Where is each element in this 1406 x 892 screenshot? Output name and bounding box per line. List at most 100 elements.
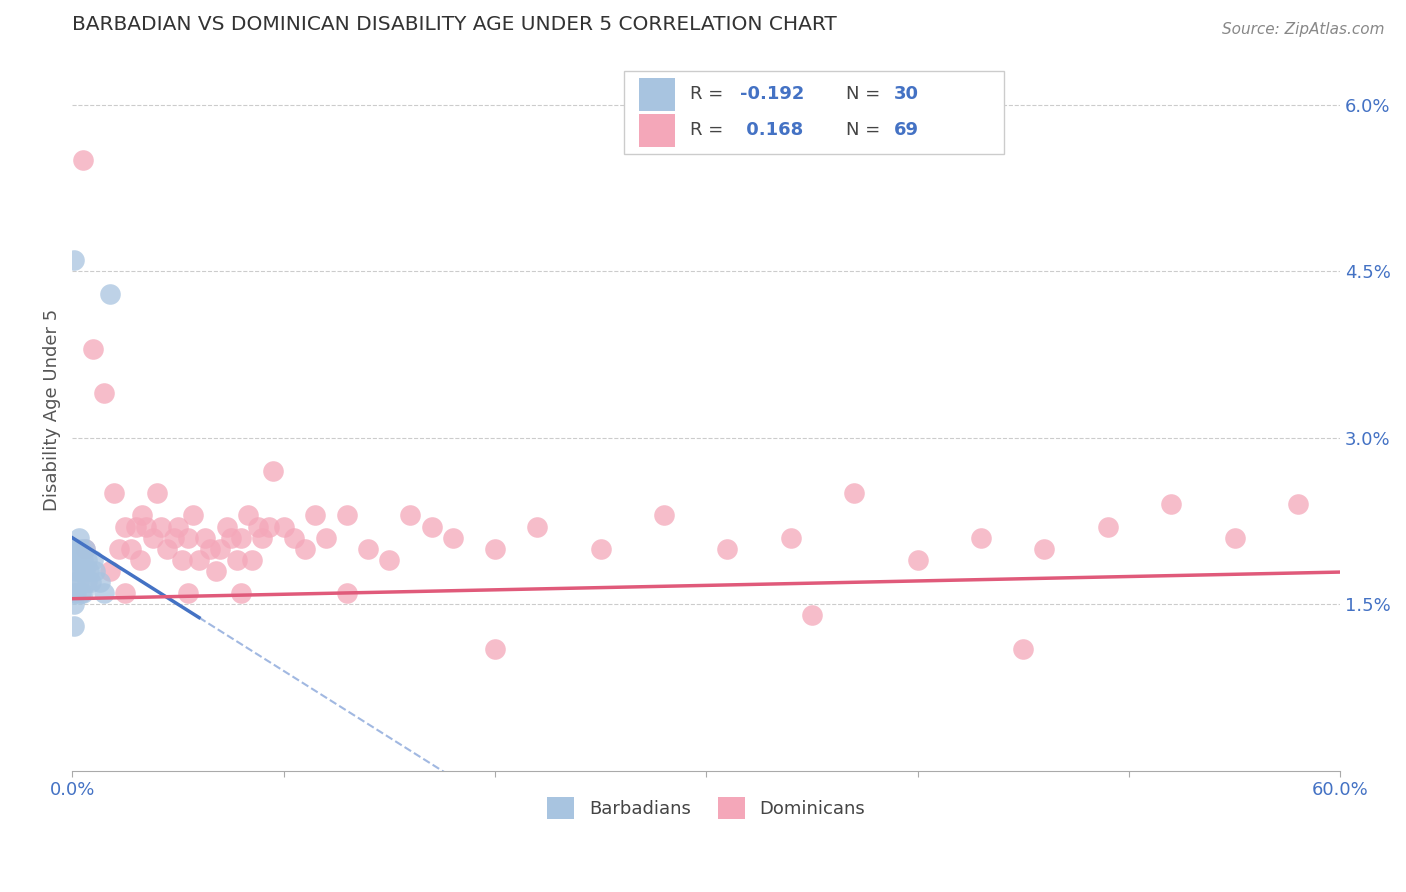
Point (65, 541, 87, 556)
Point (219, 531, 242, 545)
Point (124, 519, 146, 533)
Point (76, 553, 98, 567)
Point (84, 564, 107, 578)
Point (82, 342, 104, 356)
Point (198, 541, 221, 556)
Point (156, 541, 179, 556)
Point (188, 553, 211, 567)
Point (304, 508, 326, 523)
Point (257, 519, 280, 533)
Point (63, 586, 86, 600)
Text: N =: N = (846, 85, 886, 103)
Point (177, 586, 200, 600)
Point (215, 519, 238, 533)
Point (73, 541, 96, 556)
Point (844, 486, 866, 500)
Point (484, 541, 506, 556)
Point (247, 519, 270, 533)
Point (72, 153, 94, 168)
Point (73, 564, 96, 578)
FancyBboxPatch shape (640, 78, 675, 111)
Point (67, 575, 90, 590)
Point (1012, 641, 1035, 656)
Point (63, 619, 86, 633)
Point (69, 586, 91, 600)
Point (1160, 497, 1182, 511)
Point (69, 541, 91, 556)
Point (252, 531, 274, 545)
Point (240, 553, 263, 567)
Point (63, 253, 86, 268)
Point (970, 531, 993, 545)
Text: 30: 30 (894, 85, 920, 103)
Point (73, 541, 96, 556)
Point (72, 586, 94, 600)
Point (93, 386, 115, 401)
Point (336, 586, 359, 600)
Point (63, 575, 86, 590)
Point (357, 541, 380, 556)
Point (67, 531, 90, 545)
Point (82, 553, 104, 567)
Point (441, 531, 464, 545)
Point (226, 553, 249, 567)
Text: -0.192: -0.192 (741, 85, 804, 103)
Point (1097, 519, 1119, 533)
Point (69, 564, 91, 578)
Point (236, 508, 259, 523)
Point (120, 541, 142, 556)
Point (98, 564, 121, 578)
Point (315, 531, 337, 545)
Point (114, 586, 136, 600)
Point (283, 531, 305, 545)
Point (336, 508, 359, 523)
Point (80, 575, 103, 590)
Point (526, 519, 548, 533)
Point (65, 586, 87, 600)
Point (93, 586, 115, 600)
Point (131, 508, 153, 523)
Point (262, 464, 284, 478)
Y-axis label: Disability Age Under 5: Disability Age Under 5 (44, 309, 60, 511)
Point (150, 519, 173, 533)
Point (67, 553, 90, 567)
FancyBboxPatch shape (624, 71, 1004, 154)
Point (907, 553, 929, 567)
Text: R =: R = (690, 85, 728, 103)
Point (98, 286, 121, 301)
Point (205, 564, 228, 578)
Point (128, 553, 150, 567)
Point (294, 541, 316, 556)
Point (1223, 531, 1246, 545)
Point (72, 553, 94, 567)
Text: BARBADIAN VS DOMINICAN DISABILITY AGE UNDER 5 CORRELATION CHART: BARBADIAN VS DOMINICAN DISABILITY AGE UN… (72, 15, 837, 34)
Point (103, 486, 125, 500)
Point (107, 541, 129, 556)
Point (209, 541, 232, 556)
Point (163, 531, 186, 545)
Point (63, 547, 86, 561)
Point (1033, 541, 1056, 556)
Point (420, 519, 443, 533)
Point (65, 564, 87, 578)
Point (145, 486, 167, 500)
Point (589, 541, 612, 556)
Text: R =: R = (690, 121, 728, 139)
Text: 69: 69 (894, 121, 920, 139)
Point (77, 564, 100, 578)
Point (231, 531, 253, 545)
Point (63, 597, 86, 611)
Text: 0.168: 0.168 (741, 121, 804, 139)
Point (231, 586, 253, 600)
Point (652, 508, 675, 523)
Point (273, 519, 295, 533)
Point (76, 575, 98, 590)
Point (89, 575, 111, 590)
Point (135, 519, 157, 533)
Point (716, 541, 738, 556)
Point (779, 531, 801, 545)
Point (72, 564, 94, 578)
Legend: Barbadians, Dominicans: Barbadians, Dominicans (540, 790, 872, 827)
Point (484, 641, 506, 656)
Point (114, 519, 136, 533)
